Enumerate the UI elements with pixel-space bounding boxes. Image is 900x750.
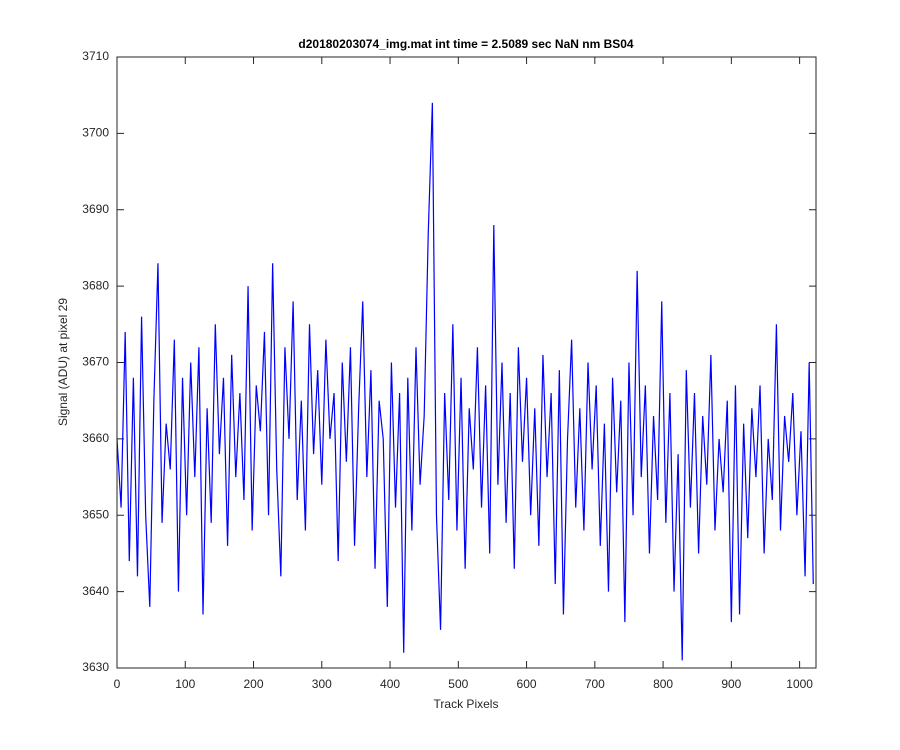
- x-axis-label: Track Pixels: [434, 697, 499, 711]
- x-tick-label: 300: [312, 677, 332, 691]
- x-tick-label: 800: [653, 677, 673, 691]
- plot-frame: [116, 56, 817, 669]
- y-axis-label: Signal (ADU) at pixel 29: [56, 298, 70, 426]
- x-tick-label: 100: [175, 677, 195, 691]
- y-tick-label: 3710: [82, 49, 109, 63]
- y-tick-label: 3700: [82, 126, 109, 140]
- x-tick-label: 200: [244, 677, 264, 691]
- x-tick-label: 500: [448, 677, 468, 691]
- x-tick-label: 1000: [786, 677, 813, 691]
- y-tick-label: 3670: [82, 355, 109, 369]
- x-tick-label: 400: [380, 677, 400, 691]
- x-tick-label: 900: [721, 677, 741, 691]
- x-tick-label: 700: [585, 677, 605, 691]
- x-tick-label: 600: [517, 677, 537, 691]
- chart-title: d20180203074_img.mat int time = 2.5089 s…: [298, 37, 634, 51]
- y-tick-label: 3680: [82, 278, 109, 292]
- y-tick-label: 3640: [82, 584, 109, 598]
- y-tick-label: 3630: [82, 660, 109, 674]
- y-tick-label: 3660: [82, 431, 109, 445]
- y-tick-label: 3650: [82, 507, 109, 521]
- data-line: [116, 102, 814, 661]
- y-tick-label: 3690: [82, 202, 109, 216]
- x-tick-label: 0: [114, 677, 121, 691]
